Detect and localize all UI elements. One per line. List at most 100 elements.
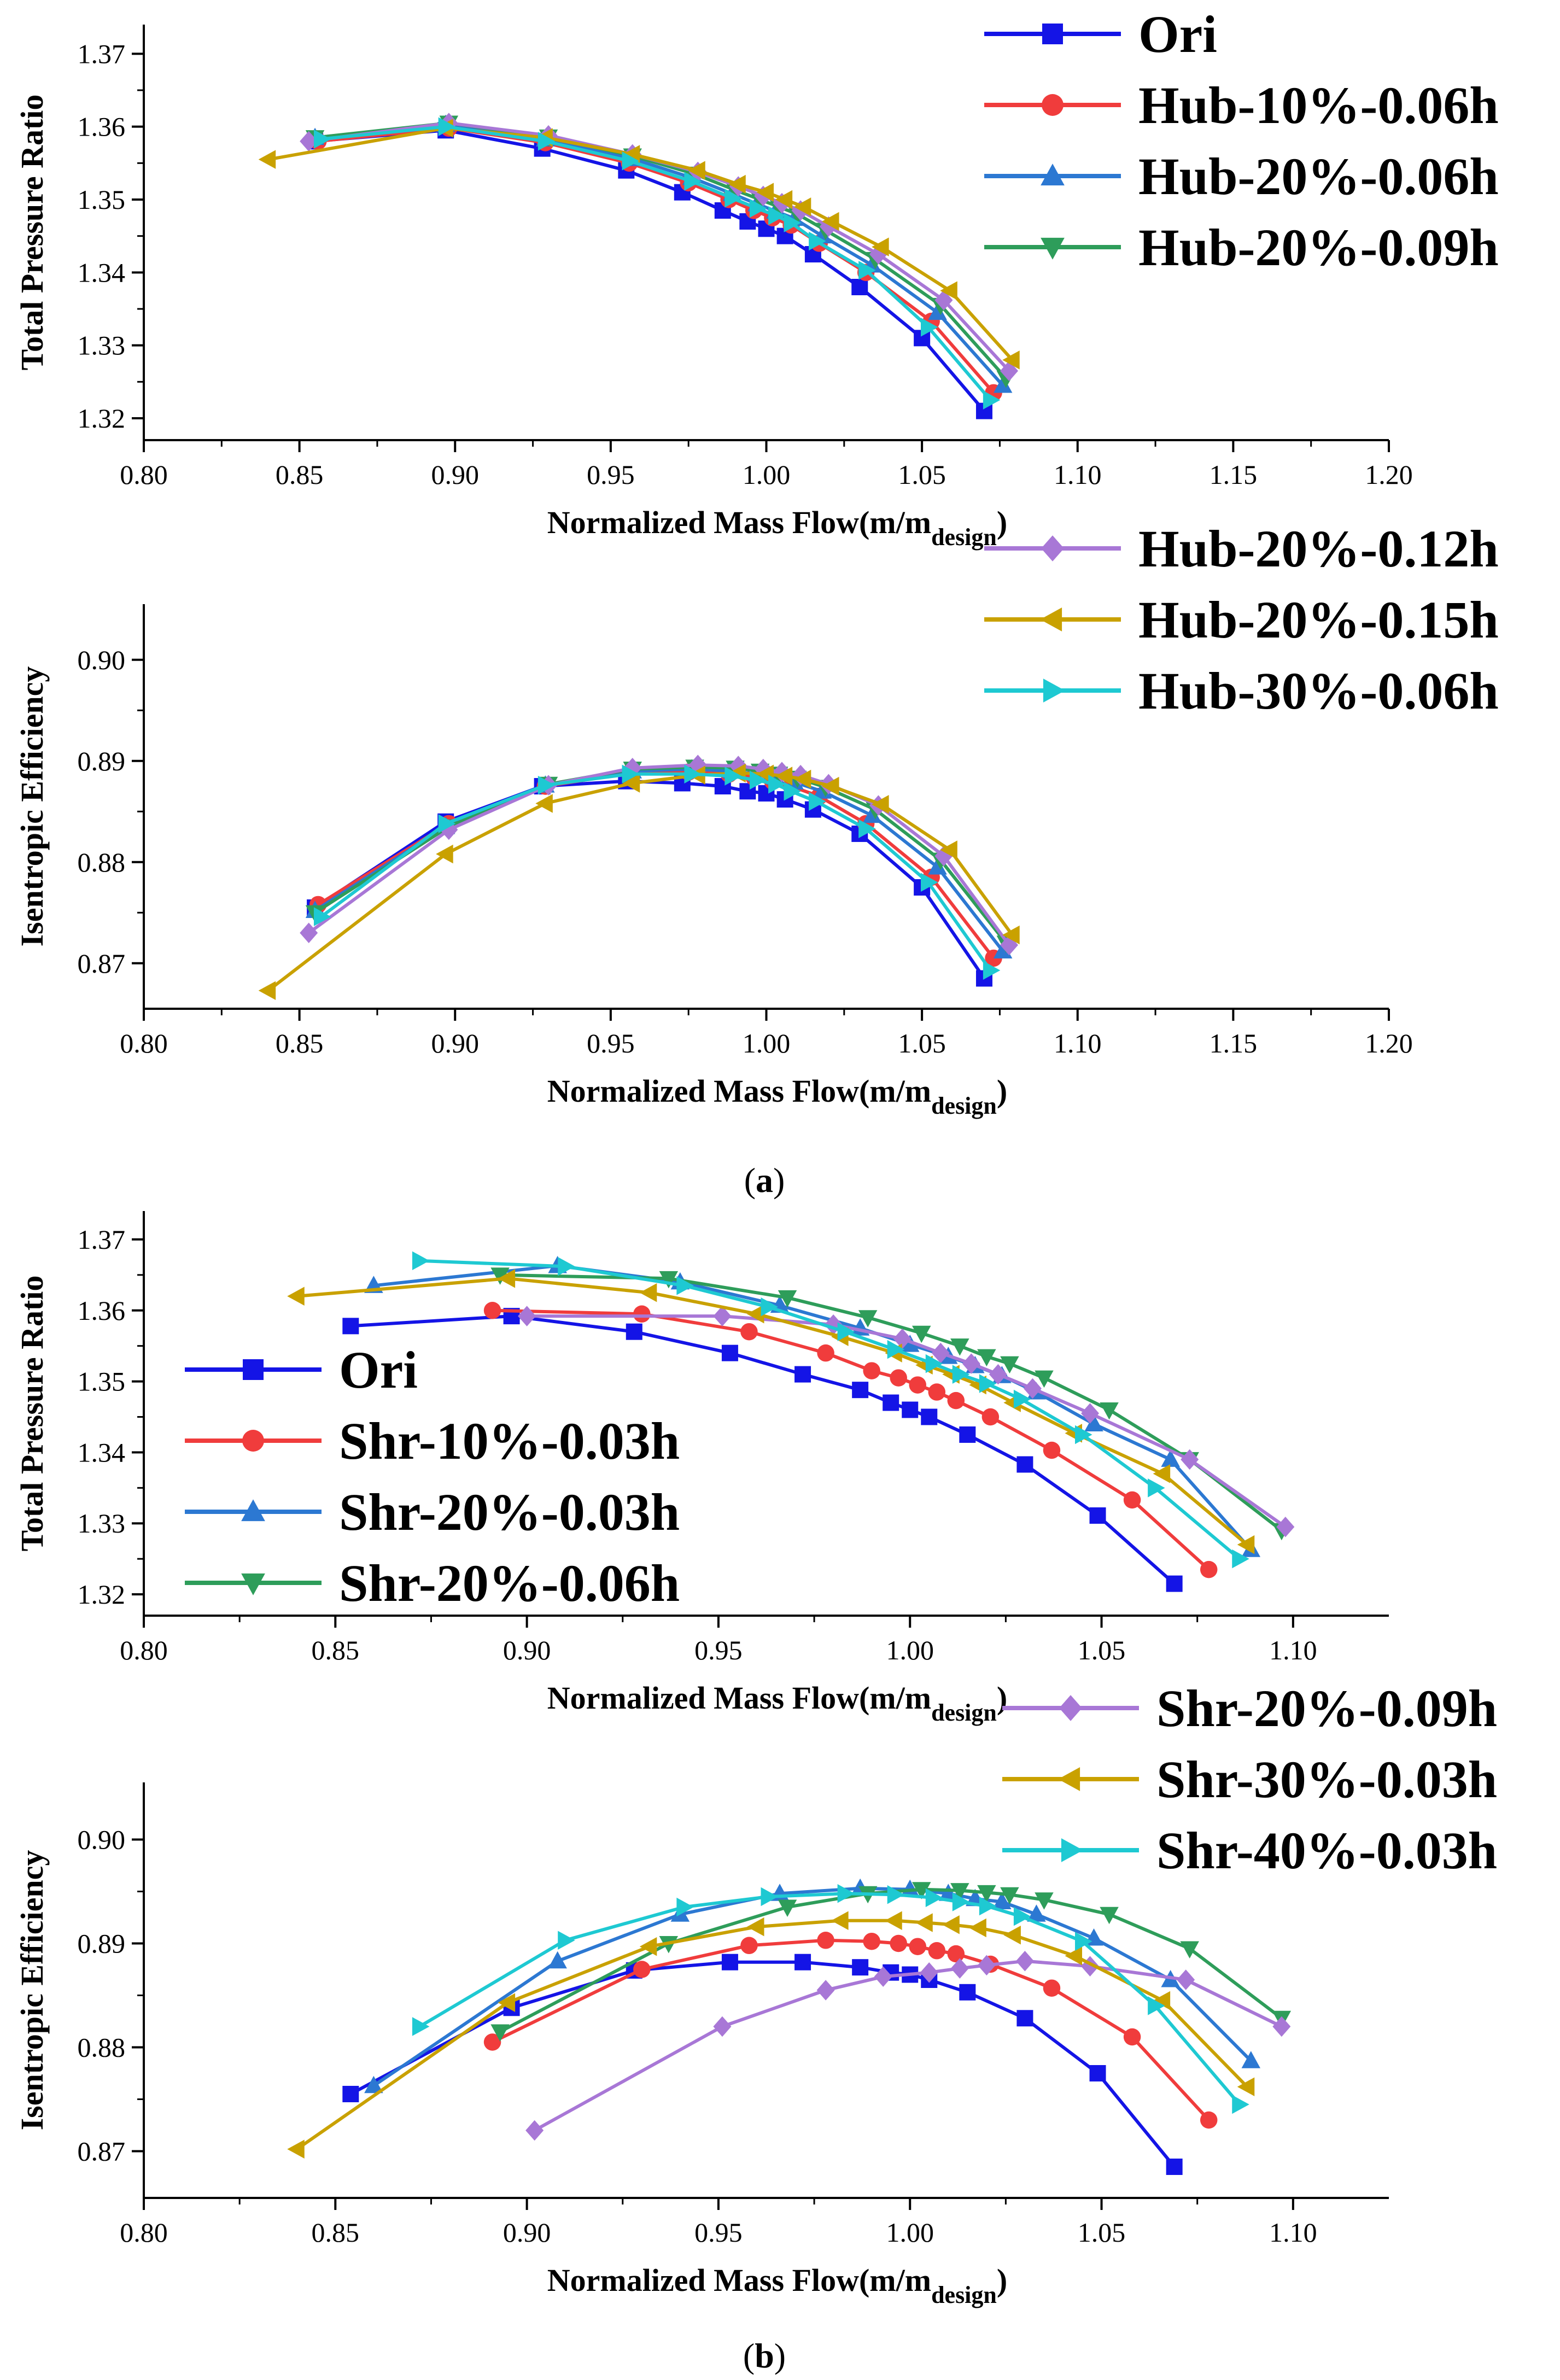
data-point [725, 189, 742, 208]
data-point [872, 237, 889, 256]
data-point [287, 2139, 305, 2159]
data-point [928, 1383, 946, 1401]
y-tick-label: 1.32 [78, 403, 126, 434]
y-tick-label: 1.33 [78, 1508, 126, 1539]
data-point [962, 1353, 980, 1374]
x-tick-label: 1.10 [1054, 1028, 1102, 1059]
data-point [258, 981, 276, 1000]
x-tick-label: 1.15 [1210, 1028, 1258, 1059]
data-point [1084, 1414, 1103, 1431]
data-point [817, 1344, 834, 1362]
data-point [740, 1937, 758, 1955]
data-point [977, 1349, 996, 1367]
x-tick-label: 1.15 [1210, 459, 1258, 490]
x-tick-label: 0.80 [120, 2217, 168, 2248]
y-axis-label: Total Pressure Ratio [14, 95, 50, 371]
data-point [721, 1954, 738, 1970]
data-point [1043, 1979, 1061, 1997]
data-point [887, 1885, 905, 1904]
series-Shr-20%-0.09h [525, 1951, 1291, 2141]
data-point [1027, 1904, 1046, 1922]
data-point [989, 1364, 1007, 1385]
x-tick-label: 0.85 [312, 1635, 360, 1665]
data-point [950, 1883, 969, 1901]
legend-item: Shr-10%-0.03h [185, 1412, 680, 1470]
data-point [979, 1374, 997, 1393]
data-point [1200, 2111, 1218, 2129]
data-point [1000, 1356, 1019, 1374]
data-point [721, 1344, 738, 1361]
legend-leg-a2: Hub-20%-0.12h Hub-20%-0.15h Hub-30%-0.06h [984, 519, 1499, 720]
x-tick-label: 1.00 [743, 459, 791, 490]
y-tick-label: 0.90 [78, 645, 126, 675]
legend-leg-a1: Ori Hub-10%-0.06h Hub-20%-0.06h Hub-20%-0.0… [984, 5, 1499, 277]
data-point [1181, 1449, 1199, 1470]
data-point [793, 769, 811, 789]
y-tick-label: 1.35 [78, 1366, 126, 1397]
x-tick-label: 0.80 [120, 459, 168, 490]
data-point [518, 1306, 536, 1326]
data-point [1023, 1378, 1042, 1399]
data-point [287, 1287, 305, 1306]
data-point [862, 805, 882, 823]
data-point [950, 1958, 969, 1979]
data-point [947, 1391, 965, 1410]
legend-label: Hub-20%-0.06h [1138, 147, 1499, 206]
legend-label: Shr-20%-0.06h [339, 1554, 680, 1612]
data-point [438, 117, 456, 136]
y-tick-label: 0.89 [78, 746, 126, 776]
series-Ori [342, 1308, 1183, 1592]
legend-label: Hub-30%-0.06h [1138, 662, 1499, 720]
data-point [992, 1892, 1012, 1909]
data-point [537, 775, 556, 795]
data-point [1148, 1996, 1165, 2015]
data-point [950, 1338, 969, 1356]
data-point [952, 1365, 970, 1384]
y-tick-label: 0.87 [78, 2136, 126, 2167]
data-point [558, 1931, 575, 1950]
legend-swatch-marker [241, 1573, 265, 1595]
legend-label: Hub-20%-0.15h [1138, 590, 1499, 649]
data-point [1089, 1507, 1106, 1524]
data-point [872, 795, 889, 814]
data-point [688, 161, 705, 180]
series-Shr-10%-0.03h [483, 1932, 1218, 2129]
data-point [837, 1884, 855, 1903]
data-point [498, 1269, 516, 1288]
data-point [1237, 1535, 1255, 1554]
y-axis-label: Total Pressure Ratio [14, 1276, 50, 1552]
y-tick-label: 1.34 [78, 257, 126, 288]
legend-item: Hub-20%-0.12h [984, 519, 1499, 578]
data-point [793, 197, 811, 217]
data-point [1153, 1464, 1171, 1483]
data-point [1241, 2051, 1261, 2068]
data-point [981, 1408, 1000, 1426]
data-point [313, 130, 331, 149]
y-tick-label: 0.88 [78, 2032, 126, 2063]
data-point [1123, 1491, 1141, 1509]
data-point [258, 150, 276, 169]
data-point [874, 1966, 892, 1987]
legend-label: Shr-40%-0.03h [1156, 1821, 1497, 1880]
data-point [1075, 1425, 1092, 1445]
legend-swatch-marker [1043, 679, 1065, 703]
data-point [483, 2033, 501, 2051]
data-point [746, 1917, 764, 1937]
legend-item: Hub-20%-0.09h [984, 218, 1499, 277]
legend-label: Hub-20%-0.12h [1138, 519, 1499, 578]
y-tick-label: 1.36 [78, 112, 126, 142]
legend-swatch-marker [243, 1359, 264, 1380]
y-tick-label: 1.33 [78, 330, 126, 361]
data-point [837, 1322, 855, 1341]
x-tick-label: 0.80 [120, 1635, 168, 1665]
data-point [977, 1955, 996, 1976]
data-point [633, 1305, 651, 1323]
data-point [342, 2086, 359, 2102]
y-tick-label: 1.34 [78, 1437, 126, 1467]
data-point [1200, 1560, 1218, 1578]
data-point [931, 1342, 950, 1364]
series-Shr-30%-0.03h [287, 1911, 1255, 2159]
data-point [883, 1394, 899, 1411]
x-tick-label: 1.20 [1365, 459, 1413, 490]
data-point [947, 1945, 965, 1963]
